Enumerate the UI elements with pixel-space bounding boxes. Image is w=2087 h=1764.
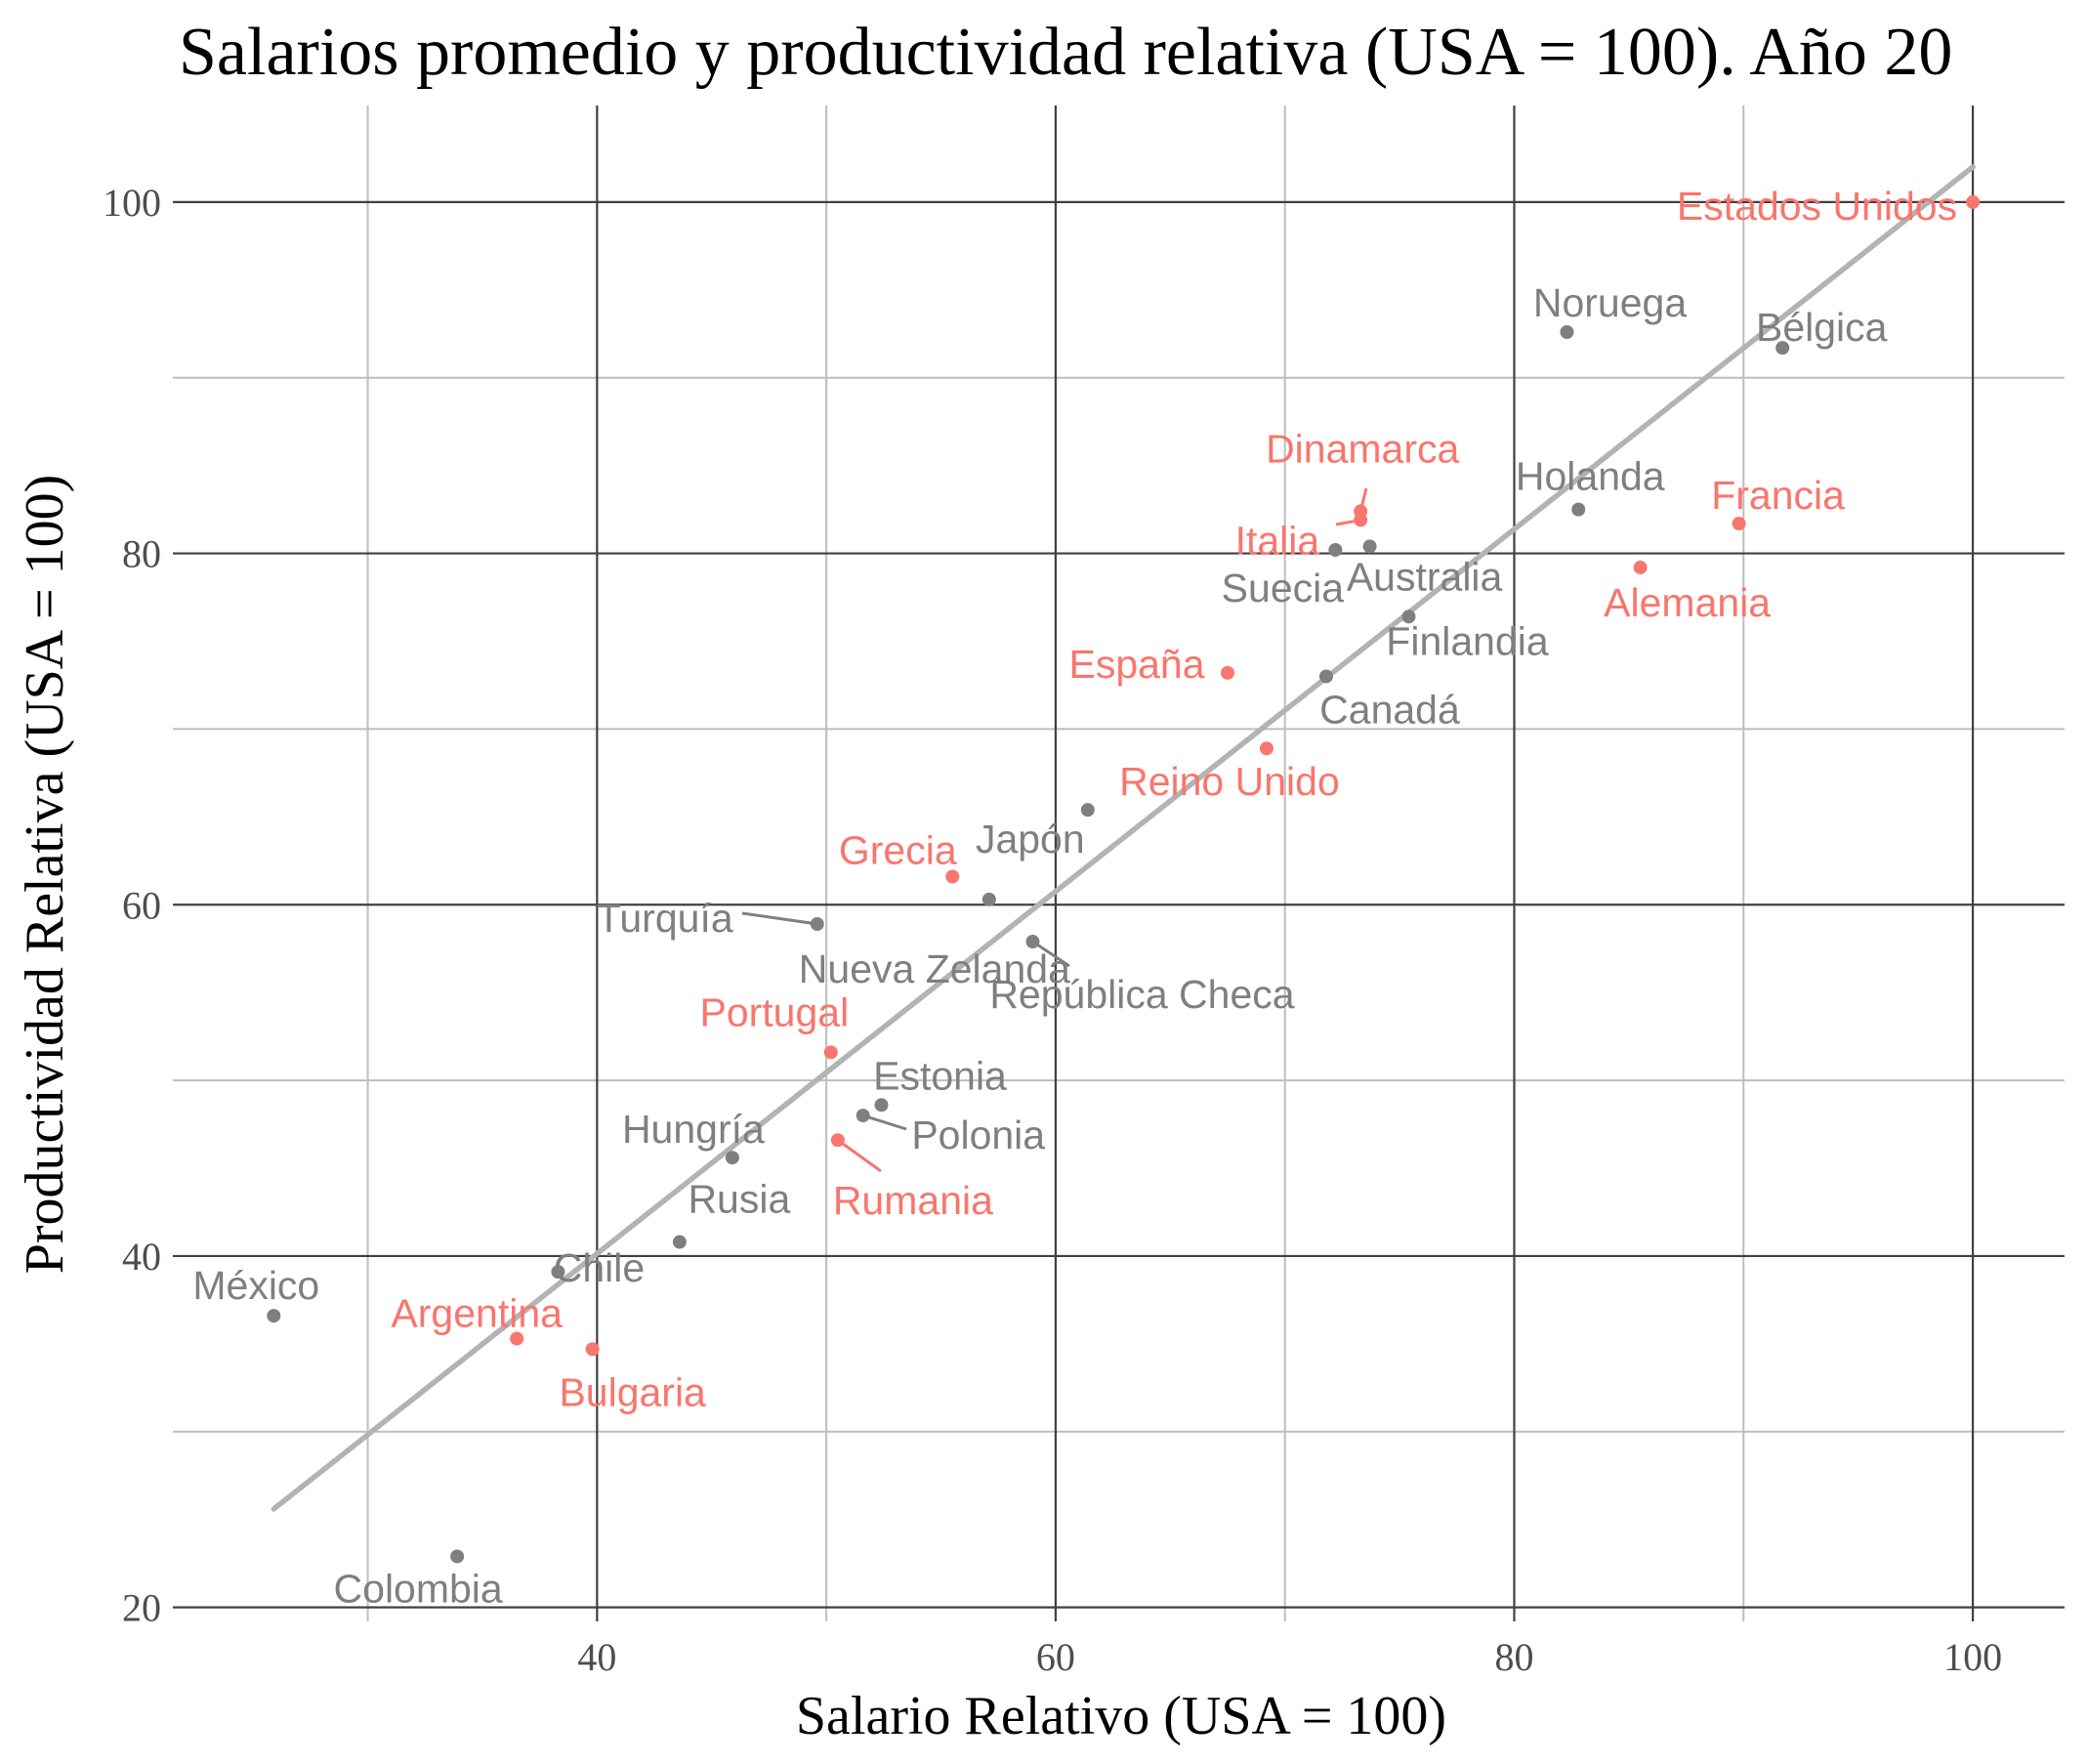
y-tick-label: 60 bbox=[122, 883, 161, 927]
x-tick-label: 60 bbox=[1036, 1635, 1075, 1679]
point-nueva-zelanda bbox=[981, 892, 996, 906]
point-labels: Estados Unidos Noruega Bélgica Dinamarca Ita… bbox=[192, 184, 1957, 1612]
x-tick-label: 80 bbox=[1495, 1635, 1534, 1679]
point-estonia bbox=[874, 1098, 889, 1113]
major-gridlines bbox=[173, 105, 2065, 1621]
label-japon: Japón bbox=[976, 817, 1085, 861]
label-belgica: Bélgica bbox=[1756, 305, 1888, 350]
point-holanda bbox=[1571, 502, 1586, 517]
point-portugal bbox=[823, 1045, 838, 1060]
point-grecia bbox=[945, 869, 960, 884]
label-espana: España bbox=[1068, 642, 1204, 687]
label-noruega: Noruega bbox=[1533, 280, 1687, 325]
label-australia: Australia bbox=[1347, 554, 1503, 599]
y-axis-label: Productividad Relativa (USA = 100) bbox=[15, 475, 75, 1275]
label-hungria: Hungría bbox=[622, 1107, 765, 1152]
data-points bbox=[267, 194, 1981, 1564]
label-rusia: Rusia bbox=[688, 1177, 790, 1222]
y-tick-label: 20 bbox=[122, 1586, 161, 1630]
y-tick-labels: 20 40 60 80 100 bbox=[103, 181, 161, 1630]
point-espana bbox=[1221, 665, 1235, 680]
label-chile: Chile bbox=[554, 1245, 645, 1290]
label-portugal: Portugal bbox=[699, 989, 849, 1034]
x-tick-label: 100 bbox=[1943, 1635, 2002, 1679]
point-alemania bbox=[1633, 560, 1648, 574]
label-polonia: Polonia bbox=[911, 1113, 1045, 1157]
label-holanda: Holanda bbox=[1516, 454, 1665, 499]
leader-republica-checa bbox=[1031, 940, 1070, 968]
point-bulgaria bbox=[585, 1342, 600, 1357]
label-estonia: Estonia bbox=[873, 1053, 1007, 1098]
point-mexico bbox=[267, 1309, 281, 1323]
label-francia: Francia bbox=[1711, 473, 1845, 518]
point-reino-unido bbox=[1259, 741, 1273, 756]
point-belgica bbox=[1775, 341, 1790, 356]
point-finlandia bbox=[1401, 609, 1416, 624]
point-francia bbox=[1732, 517, 1746, 531]
label-dinamarca: Dinamarca bbox=[1266, 426, 1459, 471]
chart-title: Salarios promedio y productividad relati… bbox=[179, 15, 1952, 90]
label-republica-checa: República Checa bbox=[989, 972, 1294, 1017]
label-leader-lines bbox=[741, 487, 1368, 1173]
point-japon bbox=[1080, 803, 1095, 818]
x-axis-label: Salario Relativo (USA = 100) bbox=[796, 1686, 1446, 1746]
label-suecia: Suecia bbox=[1222, 566, 1345, 610]
x-tick-label: 40 bbox=[577, 1635, 616, 1679]
leader-turquia bbox=[741, 911, 817, 926]
y-tick-label: 40 bbox=[122, 1235, 161, 1279]
y-tick-label: 100 bbox=[103, 181, 161, 225]
label-estados-unidos: Estados Unidos bbox=[1677, 184, 1957, 229]
label-colombia: Colombia bbox=[334, 1566, 503, 1611]
label-nueva-zelanda: Nueva Zelanda bbox=[799, 946, 1070, 991]
label-argentina: Argentina bbox=[391, 1290, 563, 1335]
point-australia bbox=[1362, 539, 1377, 554]
point-colombia bbox=[450, 1549, 465, 1564]
label-canada: Canadá bbox=[1319, 687, 1460, 732]
label-rumania: Rumania bbox=[833, 1178, 993, 1223]
leader-italia bbox=[1335, 518, 1361, 526]
label-finlandia: Finlandia bbox=[1386, 618, 1549, 663]
trend-line bbox=[271, 164, 1976, 1512]
point-suecia bbox=[1328, 542, 1343, 557]
point-canada bbox=[1318, 669, 1333, 684]
x-tick-labels: 40 60 80 100 bbox=[577, 1635, 2002, 1679]
leader-polonia bbox=[862, 1113, 907, 1131]
label-italia: Italia bbox=[1235, 518, 1320, 563]
label-alemania: Alemania bbox=[1604, 580, 1771, 625]
label-mexico: México bbox=[192, 1263, 319, 1308]
point-estados-unidos bbox=[1966, 194, 1981, 209]
point-rusia bbox=[672, 1235, 687, 1249]
point-argentina bbox=[510, 1331, 524, 1346]
label-grecia: Grecia bbox=[839, 827, 957, 872]
point-chile bbox=[551, 1265, 565, 1280]
point-hungria bbox=[725, 1151, 739, 1165]
leader-dinamarca bbox=[1358, 487, 1368, 512]
label-bulgaria: Bulgaria bbox=[559, 1369, 706, 1414]
label-reino-unido: Reino Unido bbox=[1119, 759, 1340, 804]
point-noruega bbox=[1560, 324, 1574, 339]
label-turquia: Turquía bbox=[597, 896, 733, 941]
leader-rumania bbox=[837, 1139, 882, 1173]
minor-gridlines bbox=[173, 105, 2065, 1621]
y-tick-label: 80 bbox=[122, 532, 161, 576]
